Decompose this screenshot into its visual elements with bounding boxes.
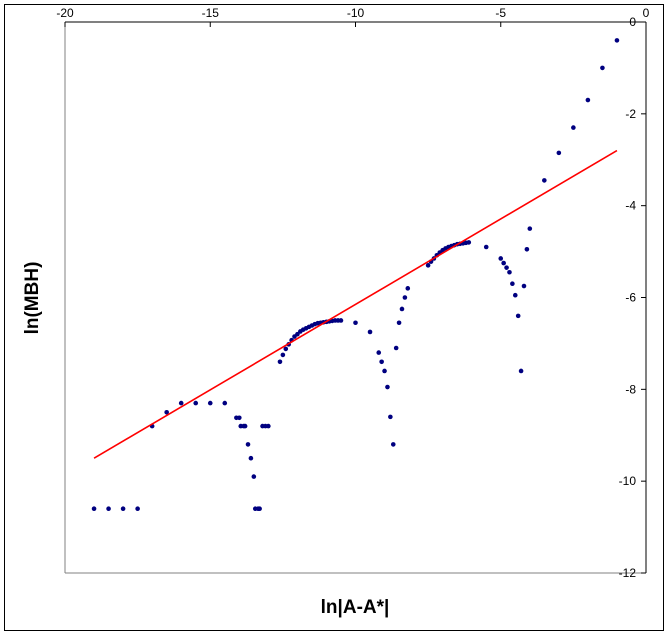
data-point (399, 306, 405, 312)
data-point (507, 269, 512, 275)
data-point (295, 331, 300, 337)
data-point (91, 506, 97, 512)
data-point (338, 318, 344, 323)
x-tick-label: -5 (495, 6, 506, 20)
data-point (257, 506, 262, 512)
data-point (237, 415, 242, 421)
data-point (245, 442, 251, 447)
data-point (521, 283, 527, 289)
data-point (242, 423, 248, 429)
y-axis-title: ln(MBH) (22, 262, 43, 335)
data-point (251, 474, 257, 479)
data-point (367, 329, 373, 335)
data-point (135, 506, 140, 512)
data-point (280, 352, 286, 358)
data-point (164, 409, 169, 415)
data-point (600, 65, 605, 71)
y-tick-label: -12 (619, 566, 637, 580)
data-point (585, 97, 591, 103)
data-point (425, 263, 431, 268)
data-point (207, 400, 213, 406)
y-tick-label: -10 (619, 474, 637, 488)
data-point (614, 38, 620, 43)
data-point (393, 345, 399, 351)
data-point (515, 313, 521, 319)
y-tick-label: -2 (625, 107, 636, 121)
data-point (248, 455, 254, 461)
x-tick-label: -20 (56, 6, 74, 20)
data-point (524, 246, 530, 252)
data-point (106, 506, 111, 512)
y-ticks: 0 -2 -4 -6 -8 -10 -12 (619, 15, 646, 580)
data-point (504, 265, 509, 270)
data-point (405, 286, 411, 291)
data-point (501, 260, 506, 266)
data-point (466, 240, 472, 245)
data-point (379, 359, 384, 365)
x-tick-label: -15 (202, 6, 220, 20)
y-tick-label: -6 (625, 291, 636, 305)
y-tick-label: -8 (625, 382, 636, 396)
data-point (402, 295, 408, 300)
data-point (498, 256, 504, 261)
data-point (390, 442, 396, 447)
data-point (193, 400, 199, 406)
data-point (510, 281, 515, 287)
data-point (385, 384, 390, 390)
data-point (178, 400, 184, 406)
data-point (266, 423, 271, 429)
y-tick-label: 0 (629, 15, 636, 29)
data-point (483, 244, 489, 250)
x-ticks: -20 -15 -10 -5 0 (56, 6, 650, 27)
data-point (542, 178, 547, 183)
data-point (556, 150, 562, 156)
data-point (376, 350, 382, 355)
data-point (353, 320, 358, 326)
x-tick-label: -10 (347, 6, 365, 20)
x-axis-title: ln|A-A*| (321, 597, 390, 618)
data-point (527, 226, 533, 231)
plot-area (64, 21, 647, 574)
data-point (512, 292, 518, 298)
y-tick-label: -4 (625, 199, 636, 213)
x-tick-label: 0 (643, 6, 650, 20)
data-point (277, 359, 283, 365)
data-point (396, 320, 402, 326)
data-point (571, 125, 576, 130)
data-point (283, 346, 289, 352)
data-point (518, 368, 524, 374)
data-point (382, 368, 387, 374)
fit-line (93, 149, 618, 459)
chart-frame (4, 4, 664, 631)
data-point (222, 400, 228, 406)
data-point (388, 414, 393, 420)
data-point (120, 506, 126, 512)
series-layer (91, 38, 620, 512)
